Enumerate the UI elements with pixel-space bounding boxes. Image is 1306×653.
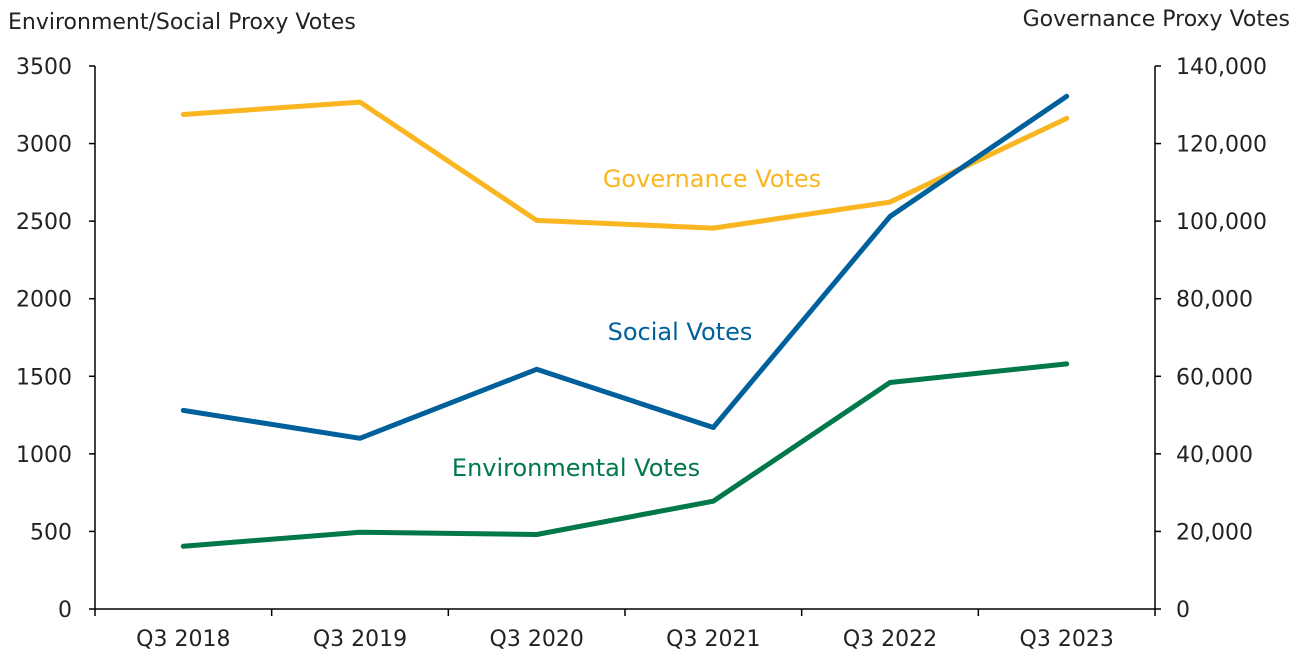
left-tick-label: 2500 xyxy=(16,210,72,235)
social-votes-line xyxy=(180,93,1070,441)
left-tick-label: 1500 xyxy=(16,365,72,390)
x-tick-label: Q3 2022 xyxy=(843,627,937,652)
right-tick-label: 40,000 xyxy=(1176,443,1253,468)
environmental-votes-line xyxy=(180,361,1070,549)
right-tick-label: 20,000 xyxy=(1176,520,1253,545)
right-tick-label: 100,000 xyxy=(1176,210,1267,235)
governance-votes-label: Governance Votes xyxy=(603,165,821,193)
x-tick-label: Q3 2020 xyxy=(490,627,584,652)
left-tick-label: 2000 xyxy=(16,288,72,313)
series-lines xyxy=(180,93,1070,549)
left-tick-label: 500 xyxy=(30,520,72,545)
right-axis-title: Governance Proxy Votes xyxy=(1023,7,1290,32)
series-labels: Governance Votes Social Votes Environmenta… xyxy=(452,165,821,482)
x-tick-label: Q3 2021 xyxy=(666,627,760,652)
social-votes-label: Social Votes xyxy=(608,318,753,346)
left-tick-label: 0 xyxy=(58,598,72,623)
left-tick-label: 3500 xyxy=(16,55,72,80)
left-tick-label: 3000 xyxy=(16,133,72,158)
right-tick-label: 0 xyxy=(1176,598,1190,623)
x-tick-label: Q3 2018 xyxy=(136,627,230,652)
right-tick-label: 120,000 xyxy=(1176,133,1267,158)
axes: 0 500 1000 1500 2000 2500 3000 3500 0 20,000 40,00… xyxy=(16,55,1267,652)
governance-votes-line xyxy=(180,99,1070,231)
x-tick-label: Q3 2023 xyxy=(1020,627,1114,652)
right-tick-label: 80,000 xyxy=(1176,288,1253,313)
left-tick-label: 1000 xyxy=(16,443,72,468)
right-tick-label: 140,000 xyxy=(1176,55,1267,80)
x-tick-label: Q3 2019 xyxy=(313,627,407,652)
left-axis-title: Environment/Social Proxy Votes xyxy=(8,10,356,35)
right-tick-label: 60,000 xyxy=(1176,365,1253,390)
environmental-votes-label: Environmental Votes xyxy=(452,454,700,482)
